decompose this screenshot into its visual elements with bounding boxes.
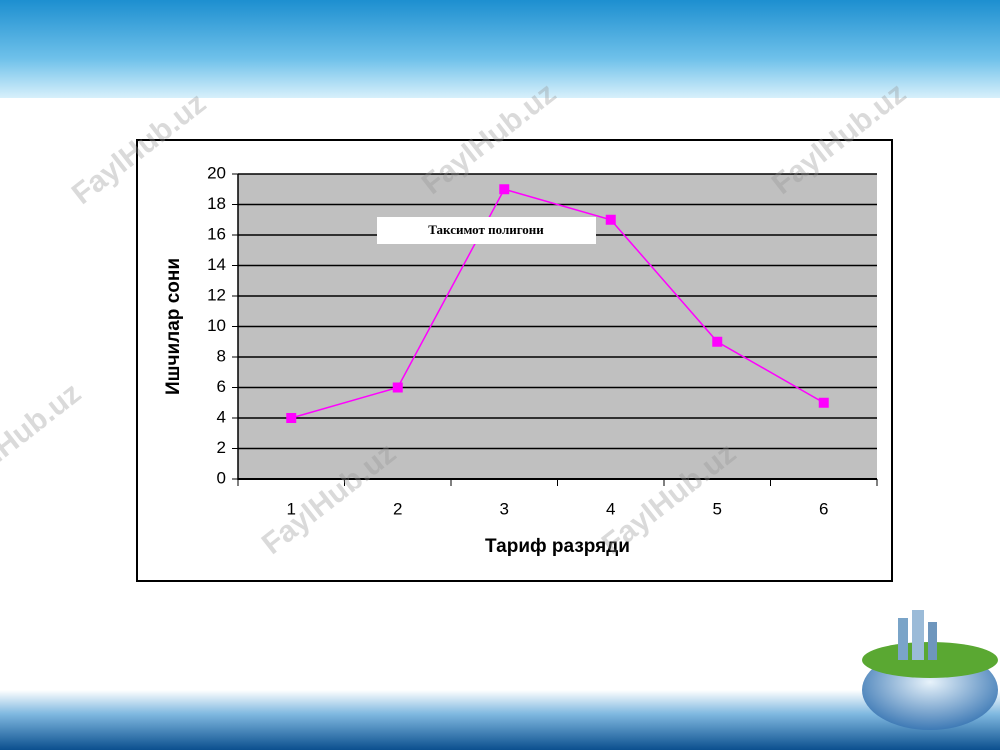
y-tick-label: 6 — [217, 377, 226, 396]
x-axis-label: Тариф разряди — [485, 536, 630, 557]
y-tick-label: 8 — [217, 346, 226, 365]
globe-decoration — [862, 610, 998, 730]
y-tick-label: 10 — [207, 316, 226, 335]
x-tick-label: 1 — [287, 499, 296, 518]
point-marker — [818, 397, 829, 408]
y-axis-label: Ишчилар сони — [163, 258, 184, 395]
point-marker — [286, 413, 297, 423]
y-tick-label: 0 — [217, 468, 226, 487]
chart-title: Таксимот полигони — [428, 222, 544, 237]
y-tick-label: 16 — [207, 224, 226, 243]
y-tick-label: 14 — [207, 255, 226, 274]
title-box — [377, 217, 596, 244]
y-tick-label: 2 — [217, 438, 226, 457]
x-tick-label: 2 — [393, 499, 402, 518]
point-marker — [712, 336, 723, 347]
x-tick-label: 6 — [819, 499, 828, 518]
y-tick-label: 12 — [207, 285, 226, 304]
x-tick-label: 5 — [713, 499, 722, 518]
point-marker — [605, 214, 616, 225]
header-band — [0, 0, 1000, 98]
point-marker — [392, 382, 403, 393]
x-tick-label: 4 — [606, 499, 615, 518]
series-line — [291, 188, 825, 419]
y-tick-label: 18 — [207, 194, 226, 213]
point-marker — [499, 184, 510, 195]
y-tick-label: 20 — [207, 163, 226, 182]
y-tick-label: 4 — [217, 407, 226, 426]
x-tick-label: 3 — [500, 499, 509, 518]
footer-band — [0, 690, 1000, 750]
